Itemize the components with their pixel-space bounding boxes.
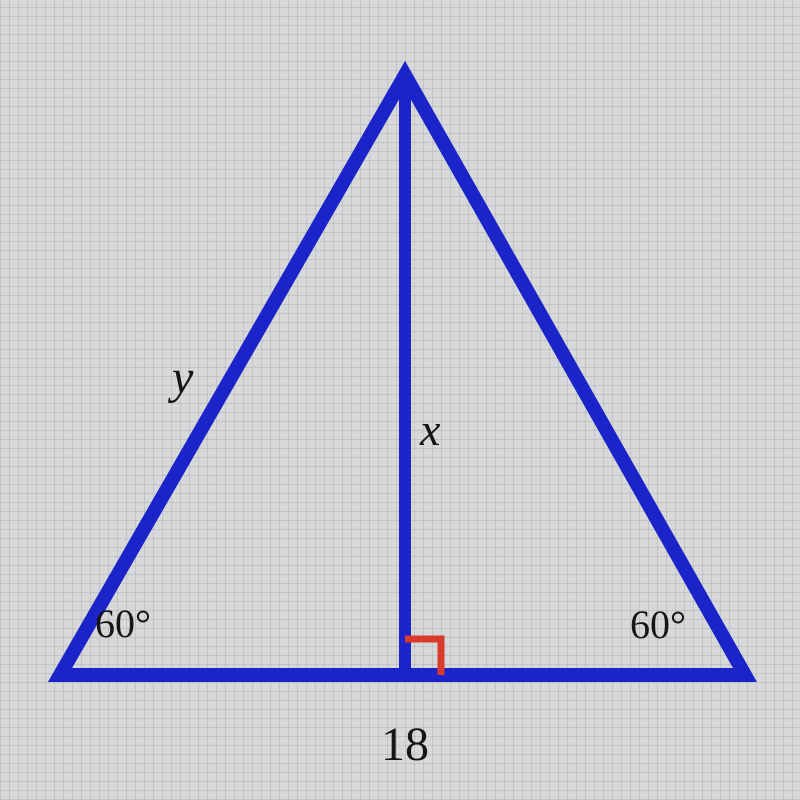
label-side-y: y	[172, 350, 193, 405]
label-altitude-x: x	[420, 403, 440, 456]
label-angle-left: 60°	[95, 600, 151, 647]
label-angle-right: 60°	[630, 601, 686, 648]
label-base-length: 18	[381, 717, 429, 772]
triangle-diagram	[0, 0, 800, 800]
